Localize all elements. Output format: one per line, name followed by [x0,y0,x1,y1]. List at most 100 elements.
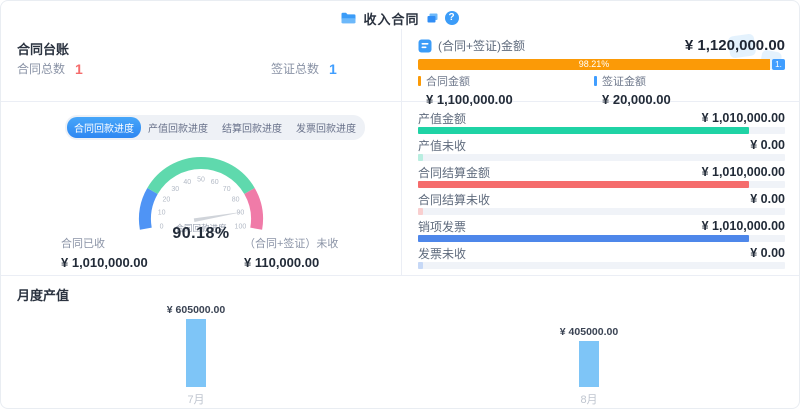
row-settlement-unreceived: 合同结算未收 ¥ 0.00 [418,192,785,215]
svg-text:20: 20 [163,197,171,204]
svg-text:40: 40 [183,179,191,186]
gauge-ticks: 0 10 20 30 40 50 60 70 80 90 100 [158,177,247,231]
visa-amount-block: 签证金额 ¥ 20,000.00 [594,73,671,107]
svg-text:100: 100 [235,223,247,230]
row-label: 合同结算未收 [418,192,491,207]
tab-invoice-collection[interactable]: 发票回款进度 [296,124,356,135]
gauge-segment-mid [147,157,255,195]
visa-count-label: 签证总数 [271,62,320,76]
axis-label-july: 7月 [187,394,205,406]
visa-amount-label: 签证金额 [602,76,646,88]
row-output-invoice: 销项发票 ¥ 1,010,000.00 [418,219,785,242]
gauge-segment-low [138,187,158,230]
ledger-title: 合同台账 [17,42,70,57]
gauge-label: 合同回款进度 [175,223,227,233]
svg-text:80: 80 [232,197,240,204]
row-value: ¥ 0.00 [750,192,785,206]
row-value: ¥ 1,010,000.00 [701,111,785,125]
tab-output-collection[interactable]: 产值回款进度 [148,124,208,135]
axis-label-august: 8月 [580,394,598,406]
row-settlement-amount: 合同结算金额 ¥ 1,010,000.00 [418,165,785,188]
bar-july [186,319,206,387]
contract-count-label: 合同总数 [17,62,66,76]
row-bar-track [418,154,785,161]
row-value: ¥ 1,010,000.00 [701,219,785,233]
monthly-title: 月度产值 [17,288,70,303]
tab-contract-collection[interactable]: 合同回款进度 [67,117,141,138]
copy-icon [427,13,437,23]
page-title: 收入合同 [363,11,420,27]
row-bar-fill [418,262,423,269]
contract-share-segment: 98.21% [418,59,770,70]
svg-text:30: 30 [171,186,179,193]
row-output-unreceived: 产值未收 ¥ 0.00 [418,138,785,161]
received-label: 合同已收 [61,238,105,250]
received-stat: 合同已收 ¥ 1,010,000.00 [61,235,148,270]
bar-value-label-august: ¥ 405000.00 [559,326,619,338]
visa-amount-value: ¥ 20,000.00 [602,92,671,107]
amount-rows: 产值金额 ¥ 1,010,000.00 产值未收 ¥ 0.00 合同结算金额 [418,111,785,273]
svg-text:10: 10 [158,210,166,217]
contract-amount-value: ¥ 1,100,000.00 [426,92,513,107]
summary-title: (合同+签证)金额 [438,39,526,53]
summary-total: ¥ 1,120,000.00 [684,37,785,54]
progress-tabs: 合同回款进度 产值回款进度 结算回款进度 发票回款进度 [65,115,365,140]
svg-text:90: 90 [237,210,245,217]
contract-ledger-panel: 合同台账 合同总数 1 签证总数 1 合同回款进度 产值回款进度 结算回款进度 … [1,29,401,275]
contract-amount-marker [418,76,421,86]
unreceived-label: （合同+签证）未收 [244,238,339,250]
contract-amount-label: 合同金额 [426,76,470,88]
row-bar-fill [418,235,749,242]
row-bar-track [418,127,785,134]
row-label: 合同结算金额 [418,165,491,180]
gauge-segment-high [244,187,264,230]
row-label: 销项发票 [418,219,467,234]
svg-text:70: 70 [223,186,231,193]
row-value: ¥ 1,010,000.00 [701,165,785,179]
gauge-svg: 0 10 20 30 40 50 60 70 80 90 100 合同回款进度 [138,157,264,233]
gauge-percent: 90.18% [172,225,230,242]
bar-value-label-july: ¥ 605000.00 [166,304,226,316]
summary-header: (合同+签证)金额 ¥ 1,120,000.00 [418,37,785,54]
amount-summary-panel: (合同+签证)金额 ¥ 1,120,000.00 98.21% 1. 合同金额 … [402,29,799,275]
svg-text:0: 0 [160,223,164,230]
monthly-output-section: 月度产值 ¥ 605000.00 7月 ¥ 405000.00 8月 [1,275,799,408]
contract-amount-block: 合同金额 ¥ 1,100,000.00 [418,73,513,107]
row-bar-track [418,181,785,188]
row-bar-fill [418,208,423,215]
page-header: 收入合同 ? [1,1,799,29]
tab-settlement-collection[interactable]: 结算回款进度 [222,124,282,135]
svg-text:50: 50 [197,177,205,184]
bar-august [579,341,599,387]
amount-icon [418,39,432,52]
unreceived-value: ¥ 110,000.00 [244,255,320,270]
row-label: 产值未收 [418,138,467,153]
visa-count-value: 1 [329,60,337,77]
contract-visa-split-bar: 98.21% 1. [418,59,785,70]
received-value: ¥ 1,010,000.00 [61,255,148,270]
visa-share-segment: 1. [772,59,785,70]
row-output-amount: 产值金额 ¥ 1,010,000.00 [418,111,785,134]
row-bar-track [418,235,785,242]
folder-icon [341,12,356,24]
row-label: 发票未收 [418,246,467,261]
contract-count-value: 1 [75,60,83,77]
vertical-divider [401,29,402,275]
gauge-chart: 0 10 20 30 40 50 60 70 80 90 100 合同回款进度 [1,141,401,246]
row-value: ¥ 0.00 [750,246,785,260]
help-icon[interactable]: ? [444,11,459,25]
visa-count-stat: 签证总数 1 [271,60,337,77]
gauge-needle [193,211,245,222]
row-value: ¥ 0.00 [750,138,785,152]
unreceived-stat: （合同+签证）未收 ¥ 110,000.00 [244,235,338,270]
row-bar-track [418,208,785,215]
row-bar-fill [418,181,749,188]
row-bar-track [418,262,785,269]
row-bar-fill [418,154,423,161]
row-label: 产值金额 [418,111,467,126]
svg-text:60: 60 [211,179,219,186]
visa-amount-marker [594,76,597,86]
contract-count-stat: 合同总数 1 [17,60,83,77]
row-bar-fill [418,127,749,134]
